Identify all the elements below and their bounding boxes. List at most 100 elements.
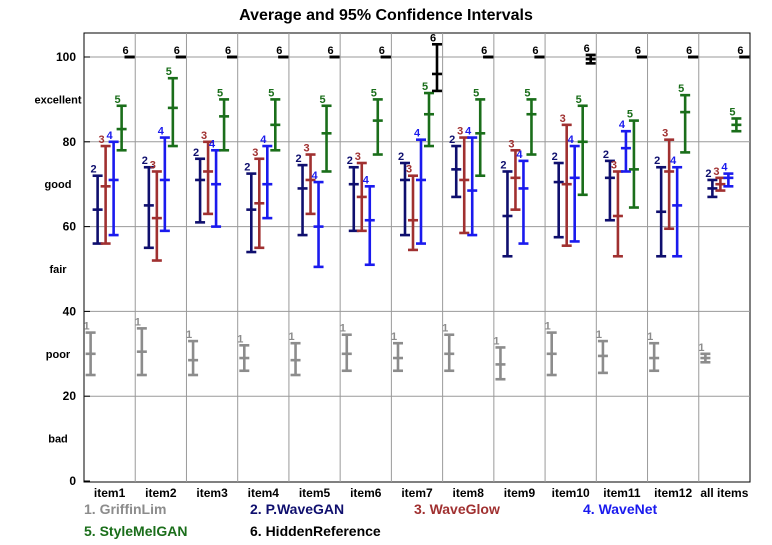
series-id-label: 5 (627, 109, 633, 121)
y-category-label: excellent (34, 94, 81, 106)
series-id-label: 6 (379, 45, 385, 57)
series-id-label: 5 (268, 87, 274, 99)
series-id-label: 4 (363, 174, 370, 186)
series-id-label: 4 (209, 138, 216, 150)
series-id-label: 4 (311, 170, 318, 182)
series-id-label: 3 (303, 143, 309, 155)
y-tick-label: 40 (63, 304, 77, 318)
legend-entry: 4. WaveNet (583, 501, 658, 517)
series-id-label: 6 (174, 45, 180, 57)
series-id-label: 4 (465, 126, 472, 138)
series-id-label: 2 (193, 147, 199, 159)
series-id-label: 2 (91, 164, 97, 176)
x-tick-label: item7 (401, 486, 433, 500)
series-id-label: 3 (662, 128, 668, 140)
x-tick-label: item11 (603, 486, 641, 500)
series-id-label: 1 (493, 335, 499, 347)
legend-entry: 5. StyleMelGAN (84, 523, 187, 539)
series-id-label: 3 (355, 151, 361, 163)
x-tick-label: item9 (504, 486, 536, 500)
series-id-label: 6 (737, 45, 743, 57)
x-tick-label: item6 (350, 486, 382, 500)
y-axis: 0 20 40 60 80 100 (56, 50, 90, 488)
series-id-label: 5 (371, 87, 377, 99)
series-id-label: 6 (584, 43, 590, 55)
series-id-label: 1 (596, 329, 602, 341)
legend-entry: 2. P.WaveGAN (250, 501, 344, 517)
y-tick-label: 20 (63, 389, 77, 403)
series-id-label: 5 (729, 106, 735, 118)
series-id-label: 5 (524, 87, 530, 99)
series-id-label: 2 (398, 151, 404, 163)
series-id-label: 6 (225, 45, 231, 57)
series-id-label: 1 (698, 342, 704, 354)
y-category-label: poor (46, 349, 71, 361)
y-category-label: bad (48, 434, 68, 446)
item-separators (134, 33, 700, 482)
x-tick-label: item5 (299, 486, 331, 500)
series-id-label: 1 (84, 321, 90, 333)
series-id-label: 1 (186, 329, 192, 341)
x-tick-label: item1 (94, 486, 126, 500)
series-id-label: 4 (670, 155, 677, 167)
series-id-label: 5 (576, 94, 582, 106)
series-id-label: 2 (705, 168, 711, 180)
series-id-label: 1 (647, 331, 653, 343)
series-id-label: 1 (288, 331, 294, 343)
series-id-label: 3 (713, 166, 719, 178)
x-tick-label: item2 (145, 486, 177, 500)
chart-title: Average and 95% Confidence Intervals (239, 7, 533, 24)
series-id-label: 4 (260, 134, 267, 146)
series-id-label: 4 (516, 149, 523, 161)
series-id-label: 2 (347, 155, 353, 167)
x-tick-label: item3 (196, 486, 228, 500)
series-id-label: 1 (135, 316, 141, 328)
series-id-label: 6 (635, 45, 641, 57)
series-id-label: 2 (449, 134, 455, 146)
y-category-labels: bad poor fair good excellent (34, 94, 81, 445)
series-id-label: 6 (327, 45, 333, 57)
series-id-label: 1 (442, 323, 448, 335)
series-id-label: 3 (99, 134, 105, 146)
series-id-label: 5 (473, 87, 479, 99)
series-wavenet: 4 4 4 4 4 4 4 4 4 4 4 4 4 (107, 119, 734, 269)
series-id-label: 2 (552, 151, 558, 163)
series-id-label: 1 (237, 333, 243, 345)
y-tick-label: 0 (69, 474, 76, 488)
x-tick-label: item4 (248, 486, 280, 500)
series-id-label: 6 (481, 45, 487, 57)
y-tick-label: 80 (63, 135, 77, 149)
series-id-label: 2 (244, 162, 250, 174)
series-id-label: 4 (619, 119, 626, 131)
series-id-label: 6 (123, 45, 129, 57)
series-id-label: 3 (508, 138, 514, 150)
series-id-label: 4 (721, 162, 728, 174)
legend-entry: 3. WaveGlow (414, 501, 500, 517)
series-hiddenreference: 6 6 6 6 6 6 6 6 6 6 6 6 6 (123, 32, 750, 93)
series-id-label: 3 (406, 164, 412, 176)
plot-frame (83, 32, 751, 483)
series-id-label: 3 (150, 159, 156, 171)
legend-entry: 1. GriffinLim (84, 501, 166, 517)
x-axis: item1 item2 item3 item4 item5 item6 item7 item8… (94, 486, 749, 500)
series-id-label: 3 (611, 159, 617, 171)
x-tick-label: item12 (654, 486, 692, 500)
series-id-label: 4 (107, 130, 114, 142)
series-id-label: 2 (142, 155, 148, 167)
y-category-label: fair (49, 264, 67, 276)
series-id-label: 2 (603, 149, 609, 161)
x-tick-label: all items (700, 486, 748, 500)
series-id-label: 3 (560, 113, 566, 125)
series-id-label: 5 (319, 94, 325, 106)
series-id-label: 4 (158, 126, 165, 138)
series-id-label: 5 (115, 94, 121, 106)
series-waveglow: 3 3 3 3 3 3 3 3 3 3 3 3 3 (99, 113, 726, 262)
series-id-label: 1 (340, 323, 346, 335)
series-id-label: 3 (252, 147, 258, 159)
series-id-label: 2 (654, 155, 660, 167)
series-id-label: 4 (568, 134, 575, 146)
series-id-label: 2 (295, 153, 301, 165)
series-id-label: 1 (391, 331, 397, 343)
